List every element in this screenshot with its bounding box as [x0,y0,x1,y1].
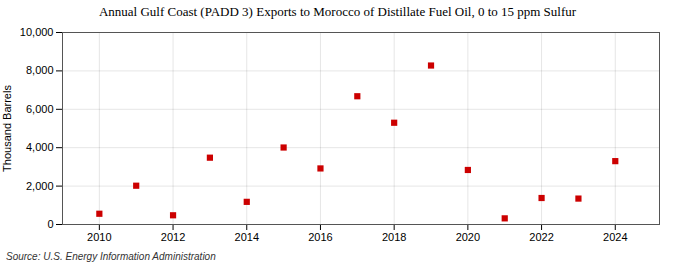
svg-text:Thousand Barrels: Thousand Barrels [1,85,13,172]
svg-text:2016: 2016 [308,231,332,243]
html-text:Source: U.S. Energy Informatio: Source: U.S. Energy Information Administ… [6,251,216,262]
svg-text:0: 0 [47,218,53,230]
svg-text:6,000: 6,000 [26,103,54,115]
svg-text:2014: 2014 [235,231,259,243]
svg-text:2022: 2022 [529,231,553,243]
svg-text:4,000: 4,000 [26,141,54,153]
svg-text:2020: 2020 [456,231,480,243]
svg-text:8,000: 8,000 [26,64,54,76]
svg-text:10,000: 10,000 [20,26,54,38]
html-text:Annual Gulf Coast (PADD 3) Exp: Annual Gulf Coast (PADD 3) Exports to Mo… [98,4,577,19]
svg-text:2,000: 2,000 [26,180,54,192]
svg-text:2012: 2012 [161,231,185,243]
svg-text:2018: 2018 [382,231,406,243]
svg-text:2024: 2024 [603,231,627,243]
svg-text:2010: 2010 [87,231,111,243]
